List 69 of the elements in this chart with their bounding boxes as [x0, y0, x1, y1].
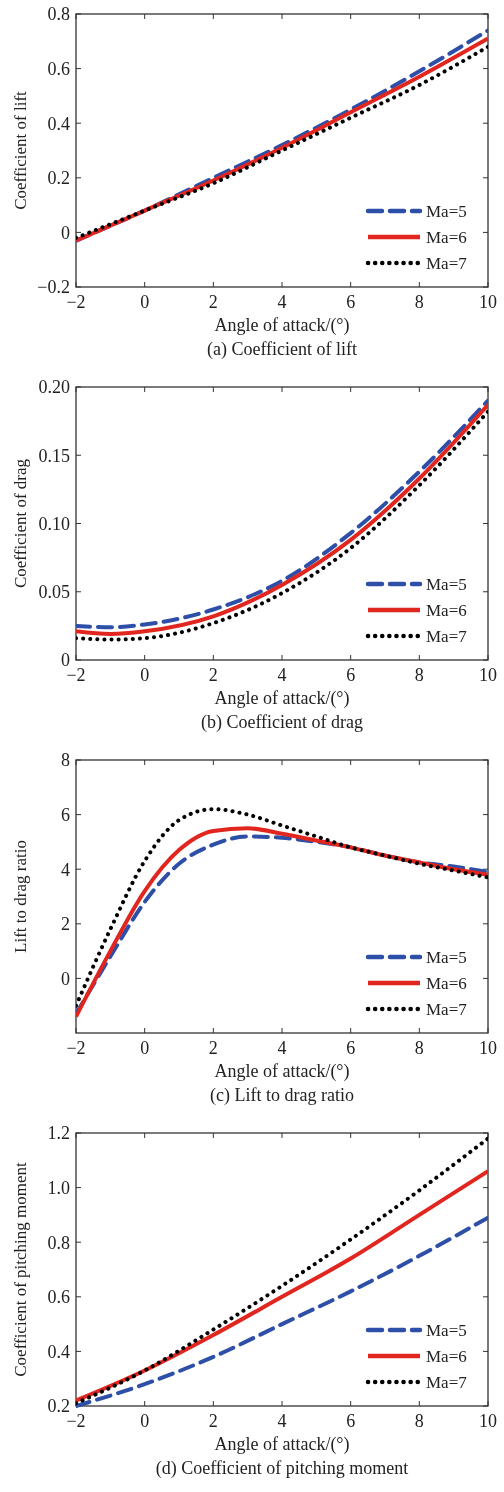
- y-tick-label: 0.8: [47, 1232, 70, 1253]
- legend-label: Ma=7: [426, 254, 468, 273]
- x-tick-label: 4: [277, 292, 287, 312]
- x-tick-label: 6: [346, 1038, 356, 1058]
- legend-label: Ma=5: [426, 575, 467, 594]
- y-tick-label: 0.6: [47, 1287, 70, 1308]
- y-tick-label: 0.4: [47, 1341, 70, 1362]
- legend-label: Ma=6: [426, 228, 467, 247]
- x-tick-label: 10: [479, 665, 497, 685]
- x-tick-label: −2: [66, 1038, 86, 1058]
- x-tick-label: 10: [479, 1411, 497, 1431]
- x-tick-label: 4: [277, 1411, 287, 1431]
- legend-label: Ma=5: [426, 948, 467, 967]
- x-tick-label: 0: [140, 1038, 150, 1058]
- text: (c) Lift to drag ratio: [210, 1085, 354, 1106]
- legend-label: Ma=6: [426, 974, 467, 993]
- x-tick-label: 0: [140, 665, 150, 685]
- legend-label: Ma=6: [426, 601, 467, 620]
- y-tick-label: 1.2: [47, 1123, 70, 1144]
- y-tick-label: 0: [61, 968, 70, 989]
- x-tick-label: 6: [346, 292, 356, 312]
- x-tick-label: 4: [277, 665, 287, 685]
- y-tick-label: 6: [61, 804, 70, 825]
- x-tick-label: 2: [208, 1411, 218, 1431]
- x-tick-label: 2: [208, 665, 218, 685]
- x-tick-label: 8: [414, 1038, 424, 1058]
- text: (d) Coefficient of pitching moment: [155, 1458, 409, 1479]
- y-tick-label: 0.10: [38, 513, 70, 534]
- legend-label: Ma=5: [426, 202, 467, 221]
- x-tick-label: 8: [414, 292, 424, 312]
- x-tick-label: 8: [414, 1411, 424, 1431]
- text: (a) Coefficient of lift: [206, 339, 358, 360]
- y-axis-title: Coefficient of pitching moment: [11, 1161, 30, 1377]
- legend-label: Ma=5: [426, 1321, 467, 1340]
- x-tick-label: 6: [346, 1411, 356, 1431]
- x-tick-label: 10: [479, 292, 497, 312]
- x-tick-label: 0: [140, 292, 150, 312]
- x-axis-title: Angle of attack/(°): [214, 1434, 350, 1455]
- y-tick-label: 0.4: [47, 113, 70, 134]
- legend-label: Ma=7: [426, 627, 468, 646]
- y-tick-label: 1.0: [47, 1177, 70, 1198]
- y-tick-label: 0.05: [38, 582, 70, 603]
- y-tick-label: 0.2: [47, 168, 70, 189]
- x-axis-title: Angle of attack/(°): [214, 315, 350, 336]
- legend-label: Ma=7: [426, 1000, 468, 1019]
- y-tick-label: 0.15: [38, 445, 70, 466]
- y-axis-title: Coefficient of lift: [11, 90, 30, 210]
- legend-label: Ma=6: [426, 1347, 467, 1366]
- x-tick-label: 2: [208, 1038, 218, 1058]
- x-tick-label: 10: [479, 1038, 497, 1058]
- x-tick-label: 4: [277, 1038, 287, 1058]
- y-axis-title: Lift to drag ratio: [11, 840, 30, 953]
- x-tick-label: 0: [140, 1411, 150, 1431]
- x-tick-label: 8: [414, 665, 424, 685]
- y-tick-label: 0.20: [38, 377, 70, 398]
- x-tick-label: 2: [208, 292, 218, 312]
- x-tick-label: 6: [346, 665, 356, 685]
- legend-label: Ma=7: [426, 1373, 468, 1392]
- text: (b) Coefficient of drag: [200, 712, 364, 733]
- y-tick-label: 4: [61, 859, 70, 880]
- y-tick-label: 0.8: [47, 4, 70, 25]
- x-axis-title: Angle of attack/(°): [214, 1061, 350, 1082]
- y-tick-label: 8: [61, 750, 70, 771]
- y-tick-label: 2: [61, 914, 70, 935]
- x-axis-title: Angle of attack/(°): [214, 688, 350, 709]
- y-tick-label: 0.6: [47, 58, 70, 79]
- y-axis-title: Coefficient of drag: [11, 458, 30, 589]
- line-series: [76, 1215, 488, 1408]
- y-tick-label: 0: [61, 222, 70, 243]
